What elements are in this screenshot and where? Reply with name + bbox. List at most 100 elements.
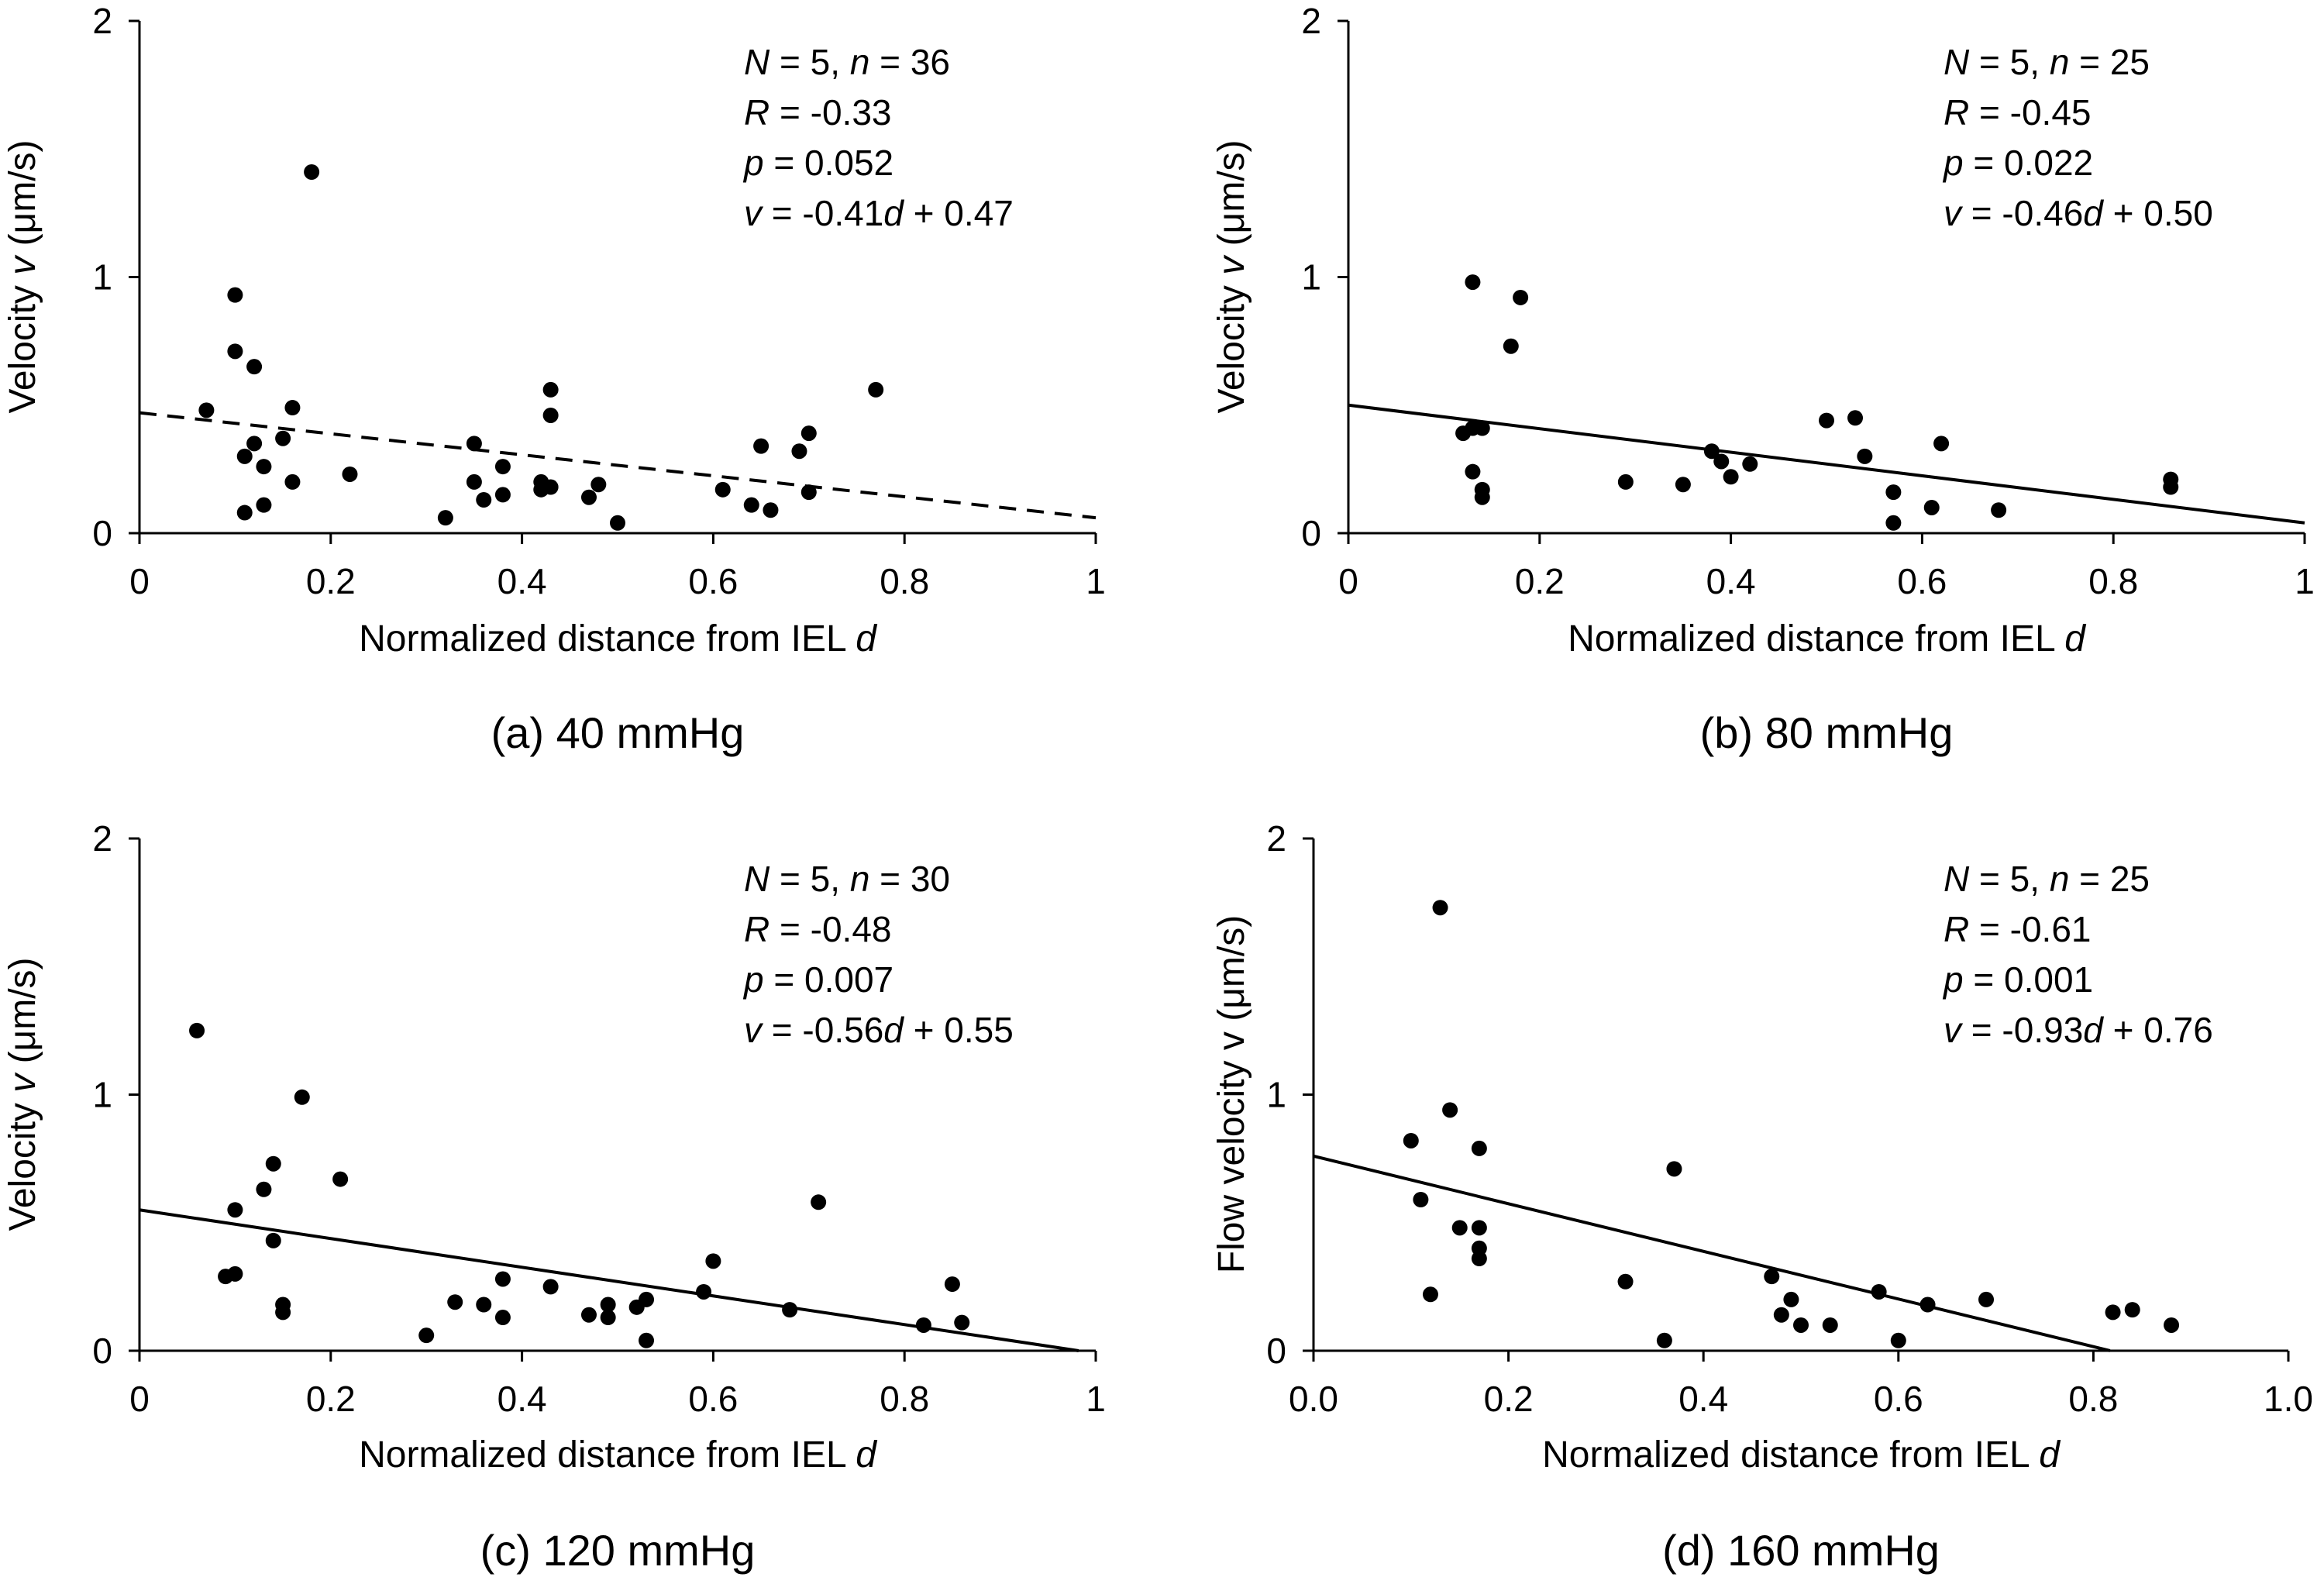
panel-a-data-point <box>246 436 263 452</box>
panel-a-data-point <box>256 497 272 513</box>
panel-a-data-point <box>304 164 320 180</box>
panel-d-data-point <box>1471 1220 1487 1236</box>
panel-c-data-point <box>447 1294 463 1310</box>
panel-d-data-point <box>1666 1161 1682 1177</box>
panel-b-data-point <box>1885 484 1902 501</box>
panel-d-stat-n: N = 5, n = 25 <box>1944 859 2150 899</box>
panel-d-x-tick-label: 0.2 <box>1484 1379 1534 1419</box>
panel-a-x-tick-label: 0.8 <box>880 561 929 601</box>
panel-c-data-point <box>265 1232 281 1248</box>
panel-b-data-point <box>1617 473 1634 490</box>
panel-a-data-point <box>466 473 482 490</box>
panel-b-data-point <box>1885 515 1902 531</box>
panel-b-data-point <box>1465 463 1481 480</box>
panel-a-data-point <box>763 502 779 518</box>
panel-a-fit-line <box>139 411 1097 520</box>
panel-d-data-point <box>1422 1286 1438 1303</box>
panel-b-caption: (b) 80 mmHg <box>1700 708 1954 757</box>
panel-d-data-point <box>1822 1317 1838 1333</box>
panel-b-data-point <box>1513 289 1529 305</box>
panel-b-stat-p: p = 0.022 <box>1942 143 2093 183</box>
panel-a-data-point <box>466 436 482 452</box>
panel-c-data-point <box>418 1327 435 1344</box>
panel-b-y-tick-label: 0 <box>1301 513 1321 553</box>
panel-b-data-point <box>1474 489 1490 505</box>
panel-a-data-point <box>714 481 731 498</box>
panel-d-data-point <box>1871 1283 1887 1300</box>
panel-b-data-point <box>1847 410 1864 426</box>
panel-b-data-point <box>1723 469 1739 485</box>
panel-b-data-point <box>1923 499 1940 515</box>
panel-a-data-point <box>275 430 291 446</box>
panel-c-data-point <box>782 1302 798 1318</box>
panel-c-data-point <box>600 1296 616 1313</box>
panel-a-data-point <box>542 407 559 423</box>
panel-a-data-point <box>236 504 253 521</box>
panel-a-y-tick-label: 2 <box>92 1 112 41</box>
panel-a-data-point <box>284 473 301 490</box>
panel-b-data-point <box>1703 443 1720 460</box>
panel-d-y-tick-label: 0 <box>1266 1331 1286 1371</box>
panel-d-x-tick-label: 0.6 <box>1874 1379 1923 1419</box>
panel-a-data-point <box>246 359 263 375</box>
panel-d-data-point <box>1403 1132 1419 1148</box>
panel-a-stat-p: p = 0.052 <box>742 143 893 183</box>
panel-b-y-tick-label: 2 <box>1301 1 1321 41</box>
panel-c-stat-n: N = 5, n = 30 <box>744 859 950 899</box>
panel-b-data-point <box>1819 412 1834 429</box>
panel-a-y-tick-label: 1 <box>92 257 112 298</box>
panel-d: (d) 160 mmHg Normalized distance from IE… <box>1211 818 2313 1575</box>
panel-a-data-point <box>753 438 770 454</box>
panel-b-data-point <box>1713 453 1730 470</box>
panel-c-y-tick-label: 2 <box>92 818 112 859</box>
panel-c: (c) 120 mmHg Normalized distance from IE… <box>2 818 1106 1575</box>
panel-c-y-axis-label: Velocity v (μm/s) <box>2 957 43 1231</box>
panel-a-x-tick-label: 0.2 <box>306 561 356 601</box>
panel-b-x-axis-label: Normalized distance from IEL d <box>1568 618 2086 659</box>
panel-a-x-tick-label: 1 <box>1086 561 1106 601</box>
panel-c-x-tick-label: 1 <box>1086 1379 1106 1419</box>
panel-b-x-tick-label: 0.2 <box>1515 561 1565 601</box>
panel-c-data-point <box>294 1089 310 1105</box>
panel-d-data-point <box>2124 1302 2140 1318</box>
panel-d-data-point <box>1451 1220 1468 1236</box>
panel-c-y-tick-label: 0 <box>92 1331 112 1371</box>
panel-d-data-point <box>1442 1102 1458 1118</box>
panel-d-fit-line <box>1313 1154 2111 1352</box>
panel-b-data-point <box>1675 477 1691 493</box>
panel-b-stats: N = 5, n = 25 R = -0.45 p = 0.022 v = -0… <box>1942 42 2213 233</box>
panel-c-data-point <box>494 1310 511 1326</box>
panel-b: (b) 80 mmHg Normalized distance from IEL… <box>1211 1 2315 757</box>
panel-c-x-axis-label: Normalized distance from IEL d <box>359 1434 877 1476</box>
panel-a-data-point <box>800 484 817 501</box>
panel-c-data-point <box>227 1202 243 1218</box>
panel-b-stat-equation: v = -0.46d + 0.50 <box>1944 193 2213 233</box>
panel-a: (a) 40 mmHg Normalized distance from IEL… <box>2 1 1106 757</box>
panel-b-x-tick-label: 0 <box>1338 561 1358 601</box>
panel-c-data-point <box>639 1332 655 1348</box>
panel-b-data-point <box>1933 436 1950 452</box>
panel-d-data-point <box>1978 1291 1995 1307</box>
panel-c-stat-r: R = -0.48 <box>744 909 892 949</box>
panel-d-data-point <box>1413 1192 1429 1208</box>
panel-c-data-point <box>494 1271 511 1287</box>
panel-b-x-tick-label: 0.8 <box>2088 561 2138 601</box>
panel-c-data-point <box>580 1307 597 1323</box>
panel-c-stat-equation: v = -0.56d + 0.55 <box>744 1010 1014 1050</box>
panel-b-x-tick-label: 1 <box>2295 561 2315 601</box>
panel-d-data-point <box>1890 1332 1906 1348</box>
panel-c-data-point <box>265 1155 281 1172</box>
panel-c-y-tick-label: 1 <box>92 1075 112 1115</box>
panel-a-data-point <box>494 487 511 503</box>
panel-d-x-tick-label: 0.0 <box>1289 1379 1338 1419</box>
panel-a-stat-equation: v = -0.41d + 0.47 <box>744 193 1014 233</box>
panel-a-stat-n: N = 5, n = 36 <box>744 42 950 82</box>
panel-c-data-point <box>227 1265 243 1282</box>
panel-a-data-point <box>494 459 511 475</box>
panel-a-data-point <box>542 381 559 398</box>
panel-d-data-point <box>1764 1269 1780 1285</box>
panel-d-data-point <box>1432 900 1448 916</box>
panel-d-data-point <box>2105 1304 2121 1321</box>
panel-b-stat-n: N = 5, n = 25 <box>1944 42 2150 82</box>
